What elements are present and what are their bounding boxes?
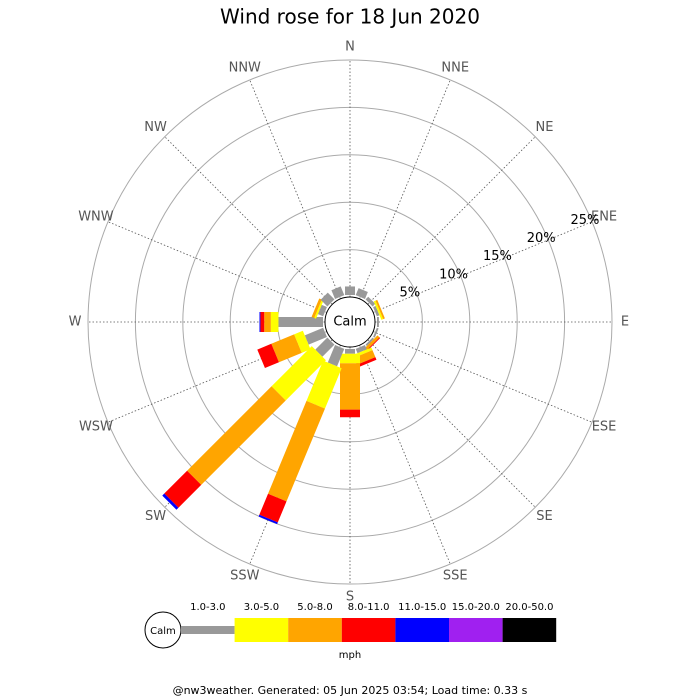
rose-segment: [270, 312, 279, 332]
rose-segment: [365, 337, 374, 346]
rose-segment: [187, 386, 286, 485]
r-tick-label: 15%: [483, 249, 512, 264]
legend-swatch: [181, 626, 235, 634]
rose-segment: [314, 299, 324, 319]
direction-label: SE: [536, 509, 552, 524]
rose-segment: [278, 317, 323, 327]
spoke: [372, 221, 593, 313]
rose-segment: [315, 337, 335, 357]
rose-segment: [355, 345, 367, 354]
direction-label: W: [69, 315, 82, 330]
legend-label: 20.0-50.0: [505, 602, 553, 613]
direction-label: S: [346, 590, 354, 605]
direction-label: NNE: [441, 60, 469, 75]
rose-segment: [331, 286, 345, 299]
rose-segment: [373, 327, 379, 338]
rose-segment: [257, 343, 279, 369]
rose-segment: [340, 363, 360, 410]
r-tick-label: 25%: [571, 213, 600, 228]
rose-segment: [355, 288, 368, 299]
spoke: [164, 136, 333, 305]
r-tick-label: 20%: [527, 231, 556, 246]
direction-label: NW: [144, 120, 167, 135]
rose-segment: [271, 334, 302, 363]
legend-swatch: [288, 618, 342, 642]
direction-label: SSW: [230, 569, 260, 584]
rose-segment: [340, 409, 360, 418]
legend-swatch: [449, 618, 503, 642]
direction-label: N: [345, 40, 355, 55]
rose-segment: [373, 300, 384, 320]
spoke: [359, 79, 451, 300]
rose-segment: [340, 353, 360, 364]
rose-segment: [164, 470, 202, 508]
unit-label: mph: [339, 650, 361, 661]
legend-label: 8.0-11.0: [348, 602, 390, 613]
rose-segment: [264, 312, 271, 332]
legend-swatch: [502, 618, 557, 642]
rose-segment: [377, 317, 379, 327]
rose-segment: [271, 346, 326, 401]
legend-swatch: [234, 618, 289, 642]
r-tick-label: 5%: [400, 285, 421, 300]
spoke: [359, 344, 451, 565]
legend-calm-label: Calm: [150, 626, 176, 637]
rose-segment: [317, 304, 327, 317]
rose-segment: [356, 357, 377, 368]
spoke: [249, 79, 341, 300]
footer: @nw3weather. Generated: 05 Jun 2025 03:5…: [173, 684, 528, 697]
rose-segment: [162, 493, 179, 510]
legend-label: 15.0-20.0: [452, 602, 500, 613]
calm-label: Calm: [333, 315, 366, 330]
spoke: [372, 331, 593, 423]
legend-label: 11.0-15.0: [398, 602, 446, 613]
direction-label: WSW: [79, 420, 113, 435]
rose-segment: [320, 292, 335, 307]
rose-segment: [373, 305, 380, 317]
direction-label: NE: [535, 120, 553, 135]
legend-label: 3.0-5.0: [244, 602, 279, 613]
legend-swatch: [395, 618, 449, 642]
grid-ring: [182, 154, 518, 490]
rose-segment: [260, 312, 265, 332]
rose-segment: [345, 349, 355, 354]
spoke: [367, 339, 536, 508]
rose-segment: [363, 335, 380, 352]
direction-label: NNW: [229, 60, 261, 75]
rose-segment: [304, 327, 327, 345]
direction-label: WNW: [78, 209, 114, 224]
direction-label: SSE: [443, 569, 468, 584]
rose-segment: [268, 400, 325, 502]
legend-swatch: [341, 618, 396, 642]
rose-segment: [375, 299, 385, 320]
legend-label: 5.0-8.0: [297, 602, 332, 613]
r-tick-label: 10%: [439, 267, 468, 282]
rose-segment: [259, 312, 261, 332]
direction-label: ENE: [591, 209, 617, 224]
rose-segment: [258, 514, 278, 525]
calm-circle: [324, 296, 376, 348]
direction-label: SW: [145, 509, 166, 524]
direction-label: E: [621, 315, 629, 330]
rose-segment: [345, 286, 355, 295]
rose-segment: [365, 296, 376, 307]
rose-segment: [327, 345, 345, 367]
spoke: [367, 136, 536, 305]
chart-title: Wind rose for 18 Jun 2020: [220, 5, 480, 29]
rose-segment: [294, 330, 311, 353]
grid-ring: [87, 59, 613, 585]
direction-label: ESE: [592, 420, 617, 435]
rose-segment: [259, 493, 287, 523]
spoke: [107, 221, 328, 313]
rose-segment: [311, 298, 322, 319]
legend-label: 1.0-3.0: [190, 602, 225, 613]
rose-segment: [306, 360, 342, 409]
